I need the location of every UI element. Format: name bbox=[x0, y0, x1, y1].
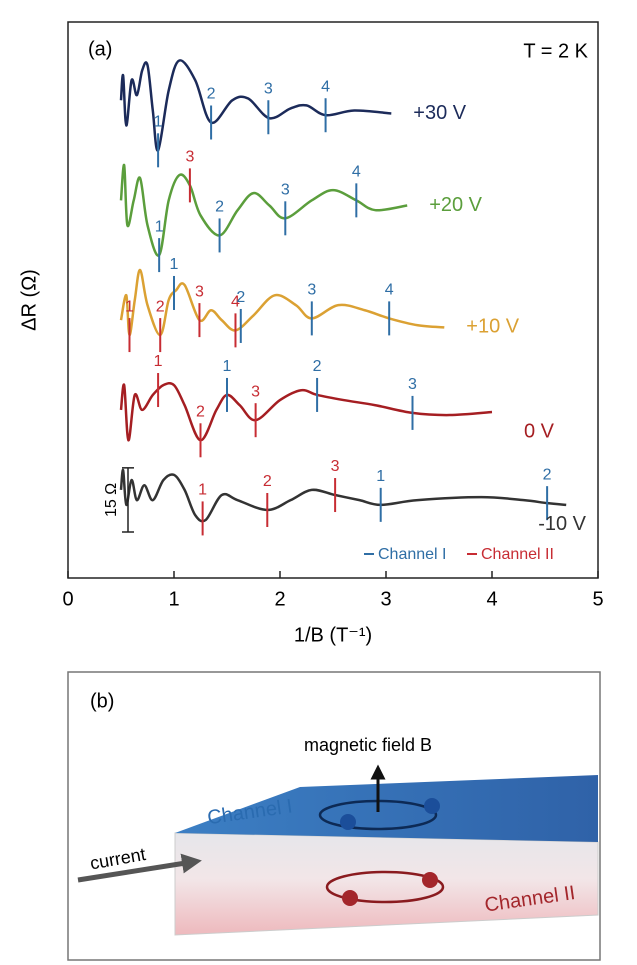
marker-label: 4 bbox=[321, 78, 330, 95]
panel-label: (a) bbox=[88, 38, 112, 60]
marker-label: 1 bbox=[125, 298, 134, 315]
plot-frame bbox=[67, 21, 599, 579]
y-axis-label: ΔR (Ω) bbox=[18, 269, 40, 331]
marker-label: 1 bbox=[154, 353, 163, 370]
marker-label: 4 bbox=[385, 282, 394, 299]
marker-label: 2 bbox=[207, 86, 216, 103]
field-label: magnetic field B bbox=[304, 735, 432, 755]
curve bbox=[119, 268, 445, 337]
electron bbox=[340, 814, 356, 830]
legend-label: Channel I bbox=[378, 546, 447, 563]
diagram-label: (b) bbox=[90, 690, 114, 712]
marker-label: 3 bbox=[408, 376, 417, 393]
curve bbox=[119, 164, 408, 257]
marker-label: 2 bbox=[263, 473, 272, 490]
series-label: +30 V bbox=[413, 102, 466, 124]
slab-top bbox=[175, 775, 598, 842]
legend-label: Channel II bbox=[481, 546, 554, 563]
marker-label: 3 bbox=[251, 383, 260, 400]
marker-label: 2 bbox=[196, 404, 205, 421]
marker-label: 2 bbox=[156, 298, 165, 315]
marker-label: 1 bbox=[170, 256, 179, 273]
marker-label: 3 bbox=[307, 282, 316, 299]
marker-label: 1 bbox=[198, 482, 207, 499]
scale-bar-label: 15 Ω bbox=[103, 483, 120, 517]
marker-label: 2 bbox=[236, 289, 245, 306]
marker-label: 3 bbox=[185, 149, 194, 166]
series-label: +10 V bbox=[466, 316, 519, 338]
electron bbox=[424, 798, 440, 814]
x-tick-label: 1 bbox=[168, 588, 179, 610]
x-tick-label: 5 bbox=[592, 588, 603, 610]
current-arrow bbox=[77, 853, 202, 883]
curve bbox=[119, 59, 392, 152]
orbit-bottom bbox=[325, 870, 445, 904]
x-axis-label: 1/B (T⁻¹) bbox=[294, 624, 372, 646]
marker-label: 1 bbox=[223, 358, 232, 375]
curve bbox=[119, 381, 493, 442]
marker-label: 2 bbox=[543, 466, 552, 483]
electron bbox=[342, 890, 358, 906]
x-tick-label: 0 bbox=[62, 588, 73, 610]
series-label: 0 V bbox=[524, 420, 555, 442]
marker-label: 2 bbox=[215, 199, 224, 216]
series-label: +20 V bbox=[429, 194, 482, 216]
x-tick-label: 2 bbox=[274, 588, 285, 610]
x-tick-label: 3 bbox=[380, 588, 391, 610]
series-label: -10 V bbox=[538, 513, 586, 535]
marker-label: 4 bbox=[352, 164, 361, 181]
diagram: (b) magnetic field B Channel I Channel I… bbox=[67, 671, 601, 961]
marker-label: 1 bbox=[155, 218, 164, 235]
annotation: T = 2 K bbox=[523, 40, 588, 62]
x-tick-label: 4 bbox=[486, 588, 497, 610]
marker-label: 3 bbox=[281, 182, 290, 199]
electron bbox=[422, 872, 438, 888]
marker-label: 4 bbox=[231, 294, 240, 311]
curve bbox=[119, 468, 567, 523]
marker-label: 3 bbox=[195, 283, 204, 300]
marker-label: 1 bbox=[376, 468, 385, 485]
marker-label: 1 bbox=[154, 114, 163, 131]
marker-label: 3 bbox=[331, 458, 340, 475]
marker-label: 3 bbox=[264, 80, 273, 97]
marker-label: 2 bbox=[313, 358, 322, 375]
